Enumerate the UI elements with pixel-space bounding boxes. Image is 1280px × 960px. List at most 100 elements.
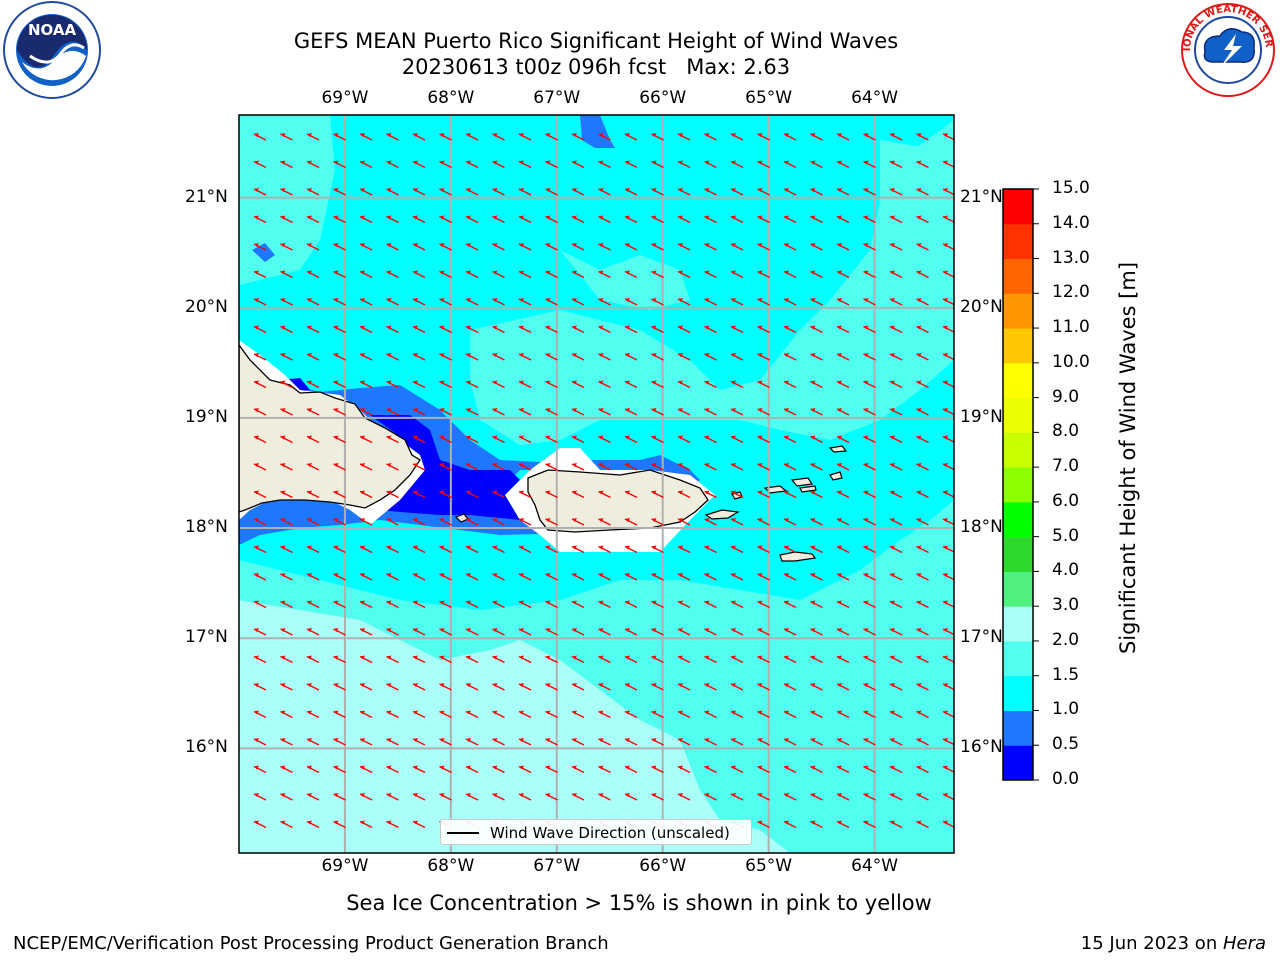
lat-tick-label-left: 20°N <box>185 296 228 317</box>
wave-direction-arrow <box>704 490 717 499</box>
wave-direction-arrow <box>571 490 585 499</box>
wave-direction-arrow <box>439 710 452 719</box>
colorbar-tick-label: 5.0 <box>1052 525 1080 546</box>
wave-direction-arrow <box>810 793 823 801</box>
lon-tick-label-top: 67°W <box>533 88 581 108</box>
wave-direction-arrow <box>677 490 691 499</box>
wave-direction-arrow <box>439 408 452 416</box>
colorbar-tick-label: 10.0 <box>1052 351 1090 372</box>
noaa-logo-text: NOAA <box>28 21 77 39</box>
wave-direction-arrow <box>439 380 452 389</box>
wave-direction-arrow <box>412 600 426 609</box>
wave-direction-arrow <box>518 765 532 774</box>
wave-direction-arrow <box>677 353 691 361</box>
wave-direction-arrow <box>598 160 611 169</box>
wave-direction-arrow <box>916 765 929 774</box>
colorbar-tick-label: 12.0 <box>1052 282 1090 303</box>
wave-direction-arrow <box>783 545 797 554</box>
wave-direction-arrow <box>836 710 850 719</box>
contour-0.0-0.5 <box>370 415 520 520</box>
wave-direction-arrow <box>757 628 770 636</box>
lon-tick-label-bottom: 69°W <box>321 856 369 876</box>
wave-direction-arrow <box>545 738 558 746</box>
lon-tick-label-top: 69°W <box>321 88 369 108</box>
wave-direction-arrow <box>518 160 532 169</box>
wave-direction-arrow <box>253 490 267 499</box>
wave-direction-arrow <box>889 683 903 691</box>
wave-direction-arrow <box>492 545 505 554</box>
wave-direction-arrow <box>412 270 426 279</box>
wave-direction-arrow <box>306 188 320 196</box>
wave-direction-arrow <box>624 628 638 636</box>
wave-direction-arrow <box>889 380 903 389</box>
lat-tick-label-left: 16°N <box>185 737 228 758</box>
wave-direction-arrow <box>412 353 426 361</box>
wave-direction-arrow <box>439 270 452 279</box>
wave-direction-arrow <box>359 600 373 609</box>
wave-direction-arrow <box>942 518 954 526</box>
wave-direction-arrow <box>253 133 267 141</box>
wave-direction-arrow <box>253 738 267 746</box>
wave-direction-arrow <box>757 298 770 306</box>
wave-direction-arrow <box>624 573 638 581</box>
wave-direction-arrow <box>439 435 452 444</box>
wave-direction-arrow <box>386 490 399 499</box>
wave-direction-arrow <box>492 215 505 224</box>
wave-direction-arrow <box>624 738 638 746</box>
colorbar-segment <box>1003 189 1033 225</box>
wave-direction-arrow <box>333 298 346 306</box>
wave-direction-arrow <box>757 765 770 774</box>
wave-direction-arrow <box>889 298 903 306</box>
wave-direction-arrow <box>836 683 850 691</box>
wave-direction-arrow <box>757 270 770 279</box>
wave-direction-arrow <box>598 628 611 636</box>
wave-direction-arrow <box>916 188 929 196</box>
wave-direction-arrow <box>942 600 954 608</box>
colorbar-segment <box>1003 745 1033 781</box>
wave-direction-arrow <box>306 215 320 224</box>
wave-direction-arrow <box>280 188 293 196</box>
wave-direction-arrow <box>677 243 691 251</box>
wave-direction-arrow <box>810 683 823 691</box>
wave-direction-arrow <box>704 435 717 444</box>
wave-direction-arrow <box>624 270 638 279</box>
wave-direction-arrow <box>916 325 929 334</box>
wave-direction-arrow <box>386 133 399 141</box>
wave-direction-arrow <box>253 793 267 801</box>
wave-direction-arrow <box>651 188 664 196</box>
wave-direction-arrow <box>677 765 691 774</box>
wave-direction-arrow <box>651 573 664 581</box>
wave-direction-arrow <box>783 628 797 636</box>
wave-direction-arrow <box>280 793 293 801</box>
wave-direction-arrow <box>518 463 532 471</box>
wave-direction-arrow <box>306 133 320 141</box>
wave-direction-arrow <box>571 325 585 334</box>
wave-direction-arrow <box>942 793 954 801</box>
lat-tick-label-right: 18°N <box>960 517 1003 538</box>
lat-tick-label-right: 17°N <box>960 627 1003 648</box>
wave-direction-arrow <box>571 573 585 581</box>
wave-direction-arrow <box>624 545 638 554</box>
wave-direction-arrow <box>518 188 532 196</box>
wave-direction-arrow <box>783 353 797 361</box>
wave-direction-arrow <box>757 573 770 581</box>
wave-direction-arrow <box>333 765 346 774</box>
wave-direction-arrow <box>757 655 770 664</box>
wave-direction-arrow <box>439 353 452 361</box>
wave-direction-arrow <box>863 188 876 196</box>
wave-direction-arrow <box>810 628 823 636</box>
wave-direction-arrow <box>624 765 638 774</box>
wave-direction-arrow <box>465 655 479 664</box>
wave-direction-arrow <box>863 408 876 416</box>
wave-direction-arrow <box>863 765 876 774</box>
lon-tick-label-top: 66°W <box>639 88 687 108</box>
wave-direction-arrow <box>465 408 479 416</box>
wave-direction-arrow <box>916 463 929 471</box>
wave-direction-arrow <box>306 820 320 829</box>
wave-direction-arrow <box>677 710 691 719</box>
wave-direction-arrow <box>810 490 823 499</box>
footer-date: 15 Jun 2023 on Hera <box>1081 933 1266 954</box>
wave-direction-arrow <box>333 628 346 636</box>
wave-direction-arrow <box>518 270 532 279</box>
wave-direction-arrow <box>757 325 770 334</box>
